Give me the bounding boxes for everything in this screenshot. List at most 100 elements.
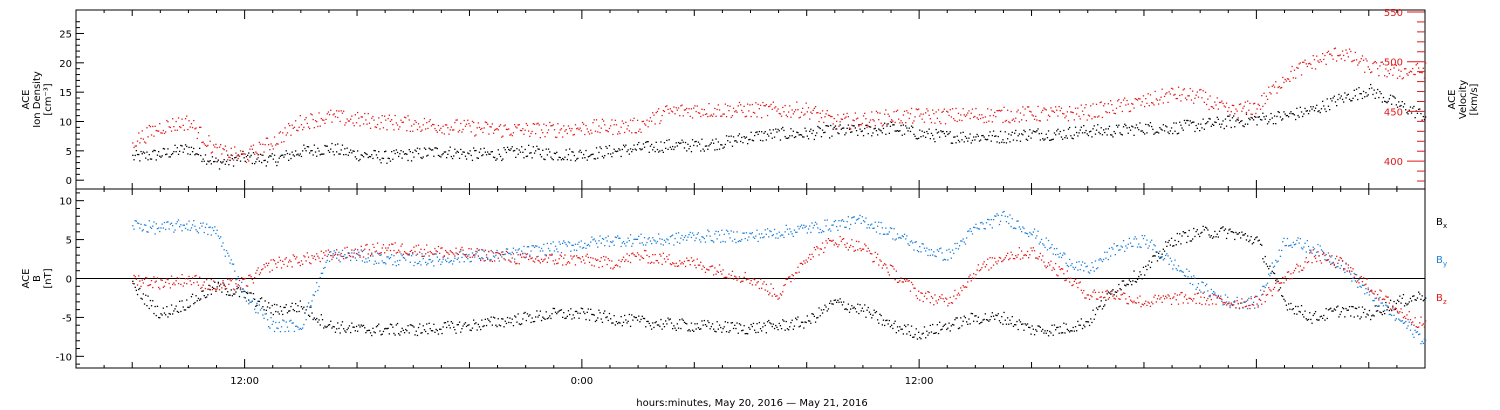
data-point bbox=[556, 313, 558, 315]
data-point bbox=[761, 131, 763, 133]
data-point bbox=[926, 130, 928, 133]
data-point bbox=[310, 113, 312, 115]
data-point bbox=[1333, 95, 1335, 97]
data-point bbox=[1110, 100, 1112, 102]
data-point bbox=[683, 109, 686, 111]
data-point bbox=[968, 110, 970, 112]
data-point bbox=[158, 130, 160, 132]
data-point bbox=[889, 326, 892, 328]
data-point bbox=[677, 141, 680, 144]
data-point bbox=[1024, 131, 1026, 133]
data-point bbox=[467, 152, 469, 154]
data-point bbox=[539, 310, 541, 312]
data-point bbox=[183, 224, 185, 226]
data-point bbox=[393, 255, 395, 257]
data-point bbox=[1097, 267, 1099, 269]
data-point bbox=[762, 326, 764, 328]
data-point bbox=[1202, 225, 1204, 227]
data-point bbox=[132, 225, 134, 227]
data-point bbox=[166, 306, 168, 308]
data-point bbox=[292, 154, 294, 156]
data-point bbox=[430, 330, 433, 332]
data-point bbox=[1091, 321, 1093, 324]
data-point bbox=[295, 120, 297, 122]
data-point bbox=[1050, 332, 1052, 334]
data-point bbox=[1302, 115, 1304, 118]
data-point bbox=[740, 240, 742, 242]
data-point bbox=[483, 260, 485, 262]
data-point bbox=[689, 145, 691, 147]
data-point bbox=[460, 148, 462, 151]
data-point bbox=[810, 231, 812, 234]
data-point bbox=[1127, 103, 1129, 105]
data-point bbox=[1175, 244, 1177, 246]
data-point bbox=[317, 321, 319, 323]
data-point bbox=[735, 140, 737, 142]
data-point bbox=[1237, 119, 1239, 121]
data-point bbox=[460, 248, 462, 251]
data-point bbox=[276, 143, 278, 145]
data-point bbox=[405, 328, 407, 331]
data-point bbox=[180, 126, 182, 129]
data-point bbox=[1161, 256, 1163, 258]
data-point bbox=[887, 323, 889, 325]
data-point bbox=[881, 227, 883, 229]
data-point bbox=[447, 252, 449, 254]
data-point bbox=[193, 282, 195, 284]
data-point bbox=[766, 228, 769, 230]
data-point bbox=[717, 104, 719, 106]
data-point bbox=[477, 323, 479, 326]
data-point bbox=[509, 134, 511, 136]
data-point bbox=[817, 227, 819, 229]
data-point bbox=[483, 325, 485, 327]
data-point bbox=[265, 313, 267, 315]
data-point bbox=[408, 149, 410, 151]
data-point bbox=[138, 288, 140, 291]
data-point bbox=[238, 279, 241, 282]
data-point bbox=[291, 124, 293, 126]
data-point bbox=[256, 304, 258, 306]
data-point bbox=[1398, 69, 1400, 71]
data-point bbox=[913, 249, 915, 251]
data-point bbox=[1263, 285, 1265, 287]
data-point bbox=[706, 325, 708, 327]
data-point bbox=[640, 233, 642, 235]
data-point bbox=[725, 229, 728, 231]
data-point bbox=[156, 130, 159, 132]
data-point bbox=[430, 261, 433, 263]
data-point bbox=[1153, 104, 1155, 106]
data-point bbox=[576, 128, 578, 130]
data-point bbox=[810, 128, 812, 130]
data-point bbox=[655, 112, 657, 114]
data-point bbox=[1268, 268, 1270, 270]
data-point bbox=[1127, 132, 1129, 134]
data-point bbox=[1297, 237, 1299, 239]
data-point bbox=[611, 241, 613, 244]
data-point bbox=[499, 124, 502, 126]
data-point bbox=[1410, 300, 1413, 302]
data-point bbox=[1049, 330, 1051, 333]
data-point bbox=[1354, 51, 1356, 54]
data-point bbox=[481, 127, 483, 130]
data-point bbox=[647, 320, 649, 323]
data-point bbox=[1259, 118, 1262, 121]
data-point bbox=[632, 242, 634, 245]
data-point bbox=[573, 249, 575, 251]
data-point bbox=[1302, 248, 1304, 250]
data-point bbox=[873, 227, 875, 229]
data-point bbox=[145, 224, 147, 226]
data-point bbox=[690, 236, 693, 239]
data-point bbox=[453, 155, 455, 157]
data-point bbox=[918, 137, 920, 139]
data-point bbox=[779, 113, 782, 115]
data-point bbox=[591, 313, 593, 316]
data-point bbox=[371, 154, 373, 156]
data-point bbox=[303, 306, 305, 308]
data-point bbox=[1271, 117, 1273, 119]
data-point bbox=[554, 152, 557, 155]
data-point bbox=[535, 245, 537, 247]
data-point bbox=[1158, 252, 1160, 254]
data-point bbox=[378, 117, 380, 119]
data-point bbox=[475, 322, 477, 324]
data-point bbox=[713, 113, 715, 115]
